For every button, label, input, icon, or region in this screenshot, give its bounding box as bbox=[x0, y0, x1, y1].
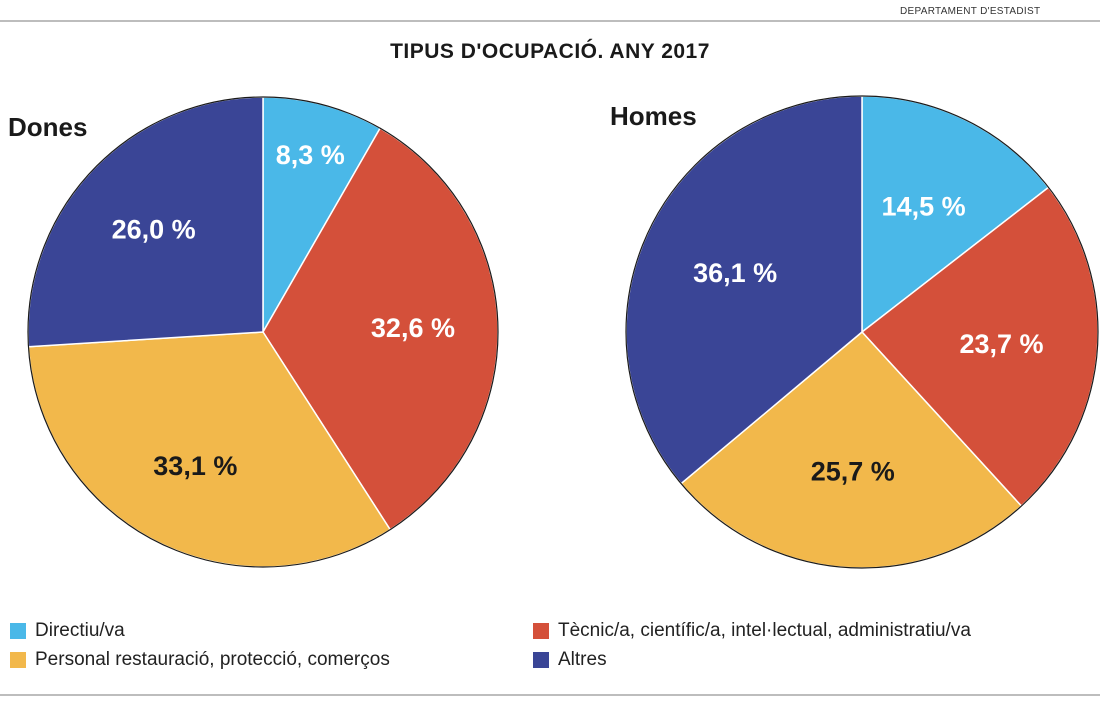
pie-label-dones: Dones bbox=[8, 112, 88, 142]
pie-outline-dones bbox=[27, 96, 499, 568]
legend-label-directiu: Directiu/va bbox=[35, 620, 125, 641]
pie-outline-homes bbox=[625, 95, 1099, 569]
top-rule bbox=[0, 20, 1100, 22]
legend-item-directiu: Directiu/va bbox=[10, 620, 125, 642]
legend-item-altres: Altres bbox=[533, 649, 607, 671]
legend-item-tecnic: Tècnic/a, científic/a, intel·lectual, ad… bbox=[533, 620, 971, 642]
legend-label-altres: Altres bbox=[558, 649, 607, 670]
legend-swatch-personal bbox=[10, 652, 26, 668]
legend-item-personal: Personal restauració, protecció, comerço… bbox=[10, 649, 390, 671]
data-label-dones-personal: 33,1 % bbox=[153, 451, 237, 481]
chart-title: TIPUS D'OCUPACIÓ. ANY 2017 bbox=[390, 40, 710, 63]
data-label-homes-directiu: 14,5 % bbox=[882, 191, 966, 221]
source-label: DEPARTAMENT D'ESTADÍST bbox=[900, 6, 1041, 17]
legend-swatch-tecnic bbox=[533, 623, 549, 639]
legend-swatch-altres bbox=[533, 652, 549, 668]
data-label-homes-personal: 25,7 % bbox=[811, 457, 895, 487]
data-label-homes-altres: 36,1 % bbox=[693, 258, 777, 288]
legend-swatch-directiu bbox=[10, 623, 26, 639]
legend-label-personal: Personal restauració, protecció, comerço… bbox=[35, 649, 390, 670]
data-label-dones-altres: 26,0 % bbox=[112, 214, 196, 244]
pie-label-homes: Homes bbox=[610, 101, 697, 131]
bottom-rule bbox=[0, 694, 1100, 696]
legend-label-tecnic: Tècnic/a, científic/a, intel·lectual, ad… bbox=[558, 620, 971, 641]
data-label-homes-tecnic: 23,7 % bbox=[959, 329, 1043, 359]
data-label-dones-tecnic: 32,6 % bbox=[371, 313, 455, 343]
data-label-dones-directiu: 8,3 % bbox=[276, 140, 345, 170]
